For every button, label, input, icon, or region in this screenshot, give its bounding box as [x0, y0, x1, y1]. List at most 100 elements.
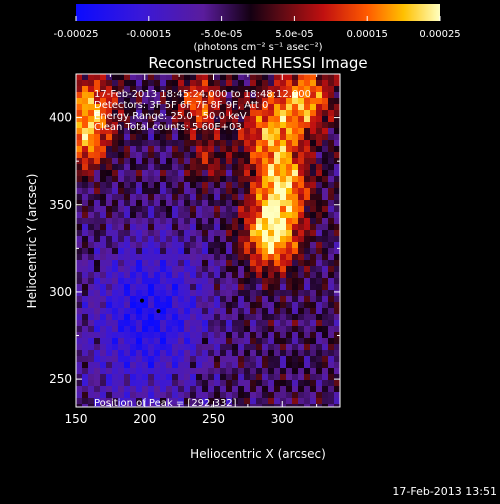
- heatmap-cell: [208, 356, 214, 362]
- heatmap-cell: [208, 392, 214, 398]
- heatmap-cell: [196, 284, 202, 290]
- heatmap-cell: [130, 194, 136, 200]
- heatmap-cell: [76, 398, 82, 404]
- heatmap-cell: [142, 110, 148, 116]
- colorbar-tick-label: 5.0e-05: [275, 29, 313, 40]
- y-tick-label: 350: [49, 198, 72, 212]
- heatmap-cell: [286, 86, 292, 92]
- heatmap-cell: [130, 368, 136, 374]
- heatmap-cell: [262, 176, 268, 182]
- heatmap-cell: [238, 326, 244, 332]
- heatmap-cell: [316, 362, 322, 368]
- heatmap-cell: [172, 80, 178, 86]
- heatmap-cell: [130, 164, 136, 170]
- heatmap-cell: [142, 392, 148, 398]
- heatmap-cell: [178, 104, 184, 110]
- heatmap-cell: [250, 272, 256, 278]
- heatmap-cell: [142, 80, 148, 86]
- heatmap-cell: [232, 236, 238, 242]
- heatmap-cell: [178, 284, 184, 290]
- heatmap-cell: [190, 230, 196, 236]
- heatmap-cell: [232, 110, 238, 116]
- heatmap-cell: [262, 158, 268, 164]
- heatmap-cell: [220, 338, 226, 344]
- heatmap-cell: [334, 368, 340, 374]
- heatmap-cell: [130, 308, 136, 314]
- heatmap-cell: [220, 176, 226, 182]
- heatmap-cell: [298, 146, 304, 152]
- heatmap-cell: [220, 194, 226, 200]
- heatmap-cell: [292, 314, 298, 320]
- heatmap-cell: [196, 128, 202, 134]
- heatmap-cell: [304, 164, 310, 170]
- heatmap-cell: [274, 104, 280, 110]
- heatmap-cell: [202, 398, 208, 404]
- heatmap-cell: [124, 350, 130, 356]
- heatmap-cell: [130, 254, 136, 260]
- heatmap-cell: [112, 386, 118, 392]
- heatmap-cell: [208, 176, 214, 182]
- heatmap-cell: [184, 356, 190, 362]
- heatmap-cell: [244, 86, 250, 92]
- heatmap-cell: [322, 374, 328, 380]
- heatmap-cell: [100, 368, 106, 374]
- heatmap-cell: [274, 224, 280, 230]
- heatmap-cell: [220, 350, 226, 356]
- heatmap-cell: [310, 296, 316, 302]
- heatmap-cell: [262, 122, 268, 128]
- heatmap-cell: [112, 272, 118, 278]
- heatmap-cell: [76, 374, 82, 380]
- heatmap-cell: [112, 314, 118, 320]
- heatmap-cell: [124, 140, 130, 146]
- heatmap-cell: [250, 206, 256, 212]
- heatmap-cell: [208, 212, 214, 218]
- heatmap-cell: [244, 326, 250, 332]
- heatmap-cell: [244, 356, 250, 362]
- heatmap-cell: [238, 134, 244, 140]
- heatmap-cell: [244, 296, 250, 302]
- heatmap-cell: [94, 350, 100, 356]
- heatmap-cell: [286, 404, 292, 407]
- heatmap-cell: [190, 368, 196, 374]
- heatmap-cell: [280, 386, 286, 392]
- heatmap-cell: [190, 104, 196, 110]
- heatmap-cell: [130, 248, 136, 254]
- heatmap-cell: [160, 140, 166, 146]
- heatmap-cell: [118, 116, 124, 122]
- heatmap-cell: [196, 332, 202, 338]
- heatmap-cell: [316, 350, 322, 356]
- heatmap-cell: [316, 308, 322, 314]
- annotation-line: Clean Total counts: 5.60E+03: [94, 122, 242, 133]
- heatmap-cell: [130, 140, 136, 146]
- heatmap-cell: [160, 278, 166, 284]
- heatmap-cell: [316, 182, 322, 188]
- heatmap-cell: [208, 182, 214, 188]
- heatmap-cell: [82, 230, 88, 236]
- heatmap-cell: [196, 386, 202, 392]
- heatmap-cell: [160, 176, 166, 182]
- heatmap-cell: [322, 260, 328, 266]
- heatmap-cell: [268, 344, 274, 350]
- heatmap-cell: [112, 140, 118, 146]
- heatmap-cell: [118, 338, 124, 344]
- heatmap-cell: [214, 110, 220, 116]
- heatmap-cell: [316, 236, 322, 242]
- heatmap-cell: [334, 398, 340, 404]
- heatmap-cell: [142, 212, 148, 218]
- heatmap-cell: [166, 326, 172, 332]
- annotation-line: Energy Range: 25.0 - 50.0 keV: [94, 111, 247, 122]
- heatmap-cell: [286, 374, 292, 380]
- heatmap-cell: [202, 140, 208, 146]
- heatmap-cell: [310, 338, 316, 344]
- heatmap-cell: [244, 266, 250, 272]
- heatmap-cell: [172, 194, 178, 200]
- heatmap-cell: [106, 170, 112, 176]
- heatmap-cell: [142, 236, 148, 242]
- heatmap-cell: [166, 128, 172, 134]
- heatmap-cell: [100, 248, 106, 254]
- heatmap-cell: [148, 170, 154, 176]
- heatmap-cell: [160, 266, 166, 272]
- heatmap-cell: [304, 320, 310, 326]
- heatmap-cell: [268, 140, 274, 146]
- heatmap-cell: [178, 344, 184, 350]
